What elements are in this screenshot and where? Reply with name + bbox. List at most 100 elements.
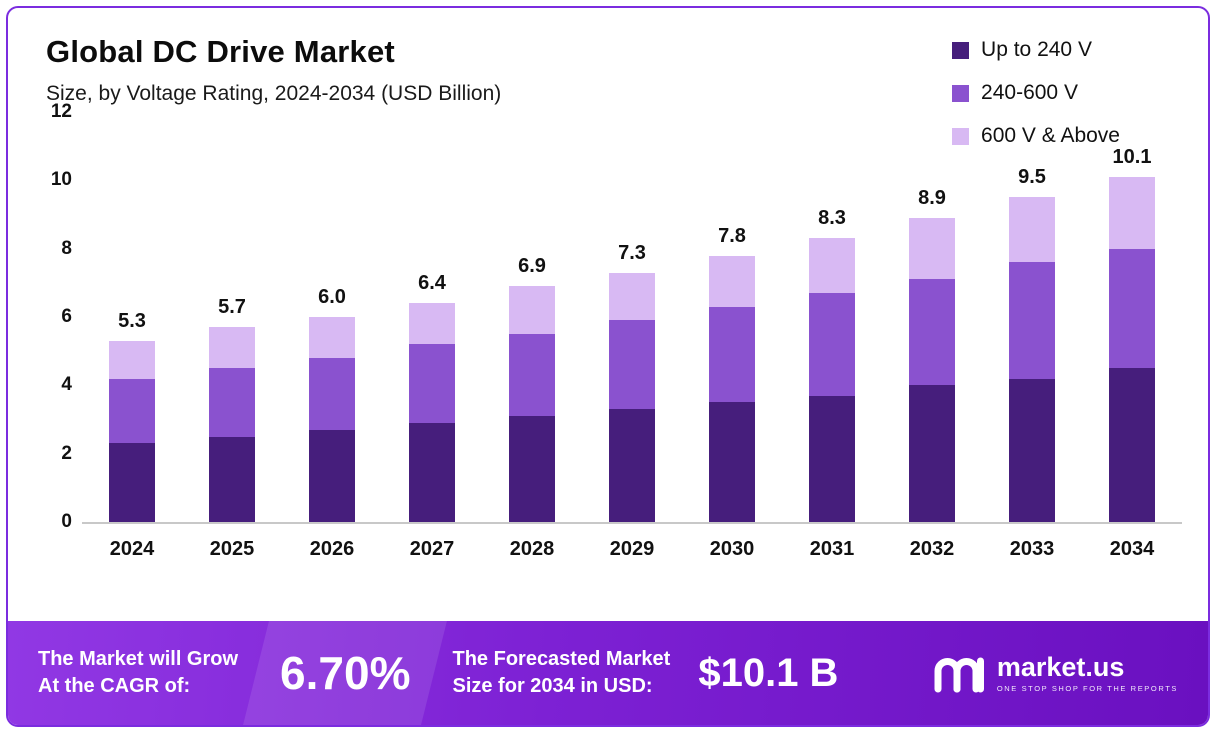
bar-segment <box>309 317 355 358</box>
forecast-value: $10.1 B <box>698 650 839 695</box>
bar-total-label: 9.5 <box>1018 166 1046 189</box>
bar-stack <box>609 272 655 522</box>
bar-stack <box>409 303 455 522</box>
bar-group-2031: 8.3 2031 <box>806 112 858 560</box>
y-axis-tick-label: 4 <box>61 374 72 396</box>
bar-total-label: 7.3 <box>618 241 646 264</box>
forecast-label: The Forecasted Market Size for 2034 in U… <box>452 646 670 700</box>
bar-stack <box>709 255 755 522</box>
marketus-logo-icon <box>934 657 984 693</box>
y-axis-tick-label: 8 <box>61 237 72 259</box>
y-axis-tick-label: 2 <box>61 442 72 464</box>
x-axis-label: 2028 <box>509 538 555 560</box>
bar-segment <box>109 340 155 379</box>
bar-stack <box>309 317 355 522</box>
bar-segment <box>109 443 155 522</box>
bar-segment <box>509 286 555 335</box>
bar-group-2030: 7.8 2030 <box>706 112 758 560</box>
bar-segment <box>309 429 355 522</box>
bar-segment <box>309 358 355 430</box>
bar-segment <box>409 344 455 423</box>
forecast-label-line1: The Forecasted Market <box>452 648 671 670</box>
legend-swatch-icon <box>952 41 970 59</box>
bar-segment <box>209 436 255 522</box>
bar-total-label: 5.3 <box>118 309 146 332</box>
bar-segment <box>709 306 755 403</box>
bar-stack <box>209 327 255 522</box>
bar-segment <box>409 303 455 345</box>
legend-label: Up to 240 V <box>981 38 1092 61</box>
x-axis-label: 2024 <box>109 538 155 560</box>
bar-segment <box>909 385 955 522</box>
bar-total-label: 6.9 <box>518 255 546 278</box>
bar-group-2027: 6.4 2027 <box>406 112 458 560</box>
bar-stack <box>509 286 555 522</box>
bar-group-2029: 7.3 2029 <box>606 112 658 560</box>
bar-stack <box>1009 197 1055 522</box>
cagr-label-line1: The Market will Grow <box>38 648 239 670</box>
bar-group-2034: 10.1 2034 <box>1106 112 1158 560</box>
bar-segment <box>209 368 255 437</box>
bar-group-2024: 5.3 2024 <box>106 112 158 560</box>
cagr-value: 6.70% <box>260 646 430 700</box>
bar-segment <box>609 320 655 410</box>
bar-segment <box>809 238 855 294</box>
forecast-label-line2: Size for 2034 in USD: <box>452 675 653 697</box>
legend-swatch-icon <box>952 84 970 102</box>
y-axis-tick-label: 0 <box>61 511 72 532</box>
bar-segment <box>1009 378 1055 522</box>
bar-group-2032: 8.9 2032 <box>906 112 958 560</box>
bar-group-2026: 6.0 2026 <box>306 112 358 560</box>
bar-segment <box>609 409 655 522</box>
x-axis-label: 2030 <box>709 538 755 560</box>
x-axis-label: 2026 <box>309 538 355 560</box>
x-axis-label: 2034 <box>1109 538 1155 560</box>
bar-total-label: 10.1 <box>1112 145 1152 168</box>
bar-stack <box>1109 176 1155 522</box>
bar-group-2033: 9.5 2033 <box>1006 112 1058 560</box>
bar-total-label: 6.4 <box>418 272 446 295</box>
x-axis-label: 2032 <box>909 538 955 560</box>
brand-text: market.us ONE STOP SHOP FOR THE REPORTS <box>997 653 1178 693</box>
bar-segment <box>809 395 855 522</box>
bar-segment <box>409 422 455 522</box>
chart-card: Global DC Drive Market Size, by Voltage … <box>6 6 1210 727</box>
x-axis-label: 2029 <box>609 538 655 560</box>
bar-group-2028: 6.9 2028 <box>506 112 558 560</box>
bar-segment <box>509 334 555 417</box>
x-axis-label: 2025 <box>209 538 255 560</box>
bar-segment <box>609 272 655 321</box>
chart-subtitle: Size, by Voltage Rating, 2024-2034 (USD … <box>46 82 502 105</box>
bar-segment <box>1109 248 1155 369</box>
brand: market.us ONE STOP SHOP FOR THE REPORTS <box>933 652 1178 694</box>
bar-total-label: 7.8 <box>718 224 746 247</box>
bar-total-label: 5.7 <box>218 296 246 319</box>
legend-swatch-icon <box>952 127 970 145</box>
bar-segment <box>109 378 155 444</box>
cagr-label-line2: At the CAGR of: <box>38 675 191 697</box>
page-title: Global DC Drive Market <box>46 34 395 69</box>
bar-segment <box>909 279 955 386</box>
chart-area: 5.3 2024 5.7 2025 6.0 2026 6.4 2027 6.9 2028 7.3 20… <box>24 101 1182 572</box>
bar-stack <box>809 238 855 522</box>
legend: Up to 240 V 240-600 V 600 V & Above <box>952 38 1120 148</box>
bar-segment <box>1009 197 1055 263</box>
chart-header: Global DC Drive Market Size, by Voltage … <box>8 8 1208 147</box>
x-axis-label: 2027 <box>409 538 455 560</box>
bar-segment <box>909 217 955 280</box>
legend-label: 240-600 V <box>981 81 1078 104</box>
bar-segment <box>209 327 255 369</box>
x-axis-label: 2031 <box>809 538 855 560</box>
cagr-label: The Market will Grow At the CAGR of: <box>38 646 238 700</box>
y-axis-tick-label: 10 <box>50 169 72 191</box>
y-axis-tick-label: 12 <box>50 101 72 122</box>
bar-segment <box>509 416 555 522</box>
bar-total-label: 8.3 <box>818 207 846 230</box>
bar-segment <box>709 402 755 522</box>
bar-segment <box>1009 262 1055 379</box>
bar-segment <box>809 293 855 396</box>
y-axis-tick-label: 6 <box>61 306 72 327</box>
legend-item-0: Up to 240 V <box>952 38 1120 62</box>
bar-segment <box>709 255 755 307</box>
bar-group-2025: 5.7 2025 <box>206 112 258 560</box>
